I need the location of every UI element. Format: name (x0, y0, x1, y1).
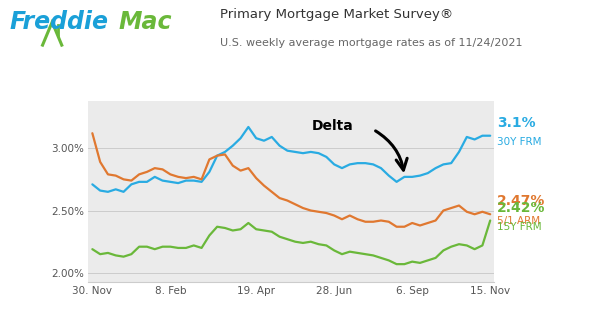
Text: 15Y FRM: 15Y FRM (497, 222, 542, 232)
Text: 5/1 ARM: 5/1 ARM (497, 216, 540, 226)
Text: 3.1%: 3.1% (497, 116, 536, 130)
Text: 30Y FRM: 30Y FRM (497, 137, 542, 147)
Text: Delta: Delta (312, 119, 354, 133)
Text: U.S. weekly average mortgage rates as of 11/24/2021: U.S. weekly average mortgage rates as of… (220, 38, 522, 48)
Text: 2.42%: 2.42% (497, 201, 546, 215)
Text: Mac: Mac (119, 10, 173, 34)
Text: 2.47%: 2.47% (497, 195, 545, 208)
Text: Freddie: Freddie (9, 10, 108, 34)
Text: Primary Mortgage Market Survey®: Primary Mortgage Market Survey® (220, 8, 453, 21)
